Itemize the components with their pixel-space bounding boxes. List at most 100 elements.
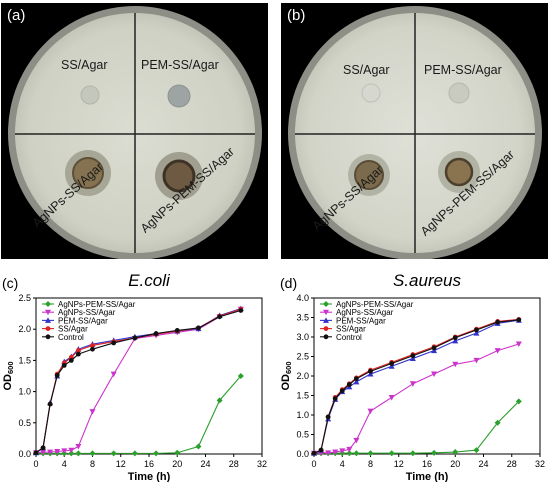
x-axis-label: Time (h) [406, 471, 449, 482]
data-point [388, 450, 395, 457]
data-point [174, 449, 181, 456]
data-point [40, 449, 47, 456]
petri-dish-image [288, 6, 542, 259]
data-point [238, 308, 244, 313]
disc-ss [361, 83, 381, 103]
growth-chart-saureus: (d) S.aureus 0 4 8 12 16 20 24 28 32 0.0 0.5 1.0 1.5 2.… [278, 268, 550, 482]
data-point [33, 450, 39, 456]
plate-label-pem-ss: PEM-SS/Agar [424, 63, 502, 77]
data-point [40, 445, 46, 451]
series-line [36, 375, 242, 454]
data-point [47, 449, 54, 456]
data-point [409, 381, 416, 387]
data-point [452, 335, 458, 341]
data-point [90, 343, 95, 348]
y-tick-label: 0.0 [296, 449, 309, 459]
legend-entry: PEM-SS/Agar [336, 316, 386, 325]
data-point [388, 363, 395, 369]
panel-label: (c) [2, 275, 18, 291]
legend-marker [323, 317, 329, 323]
petri-dish-photo-saureus: (b) SS/Agar PEM-SS/Agar AgNPs-SS/Agar Ag… [281, 3, 548, 259]
data-point [431, 449, 438, 456]
series-4 [33, 308, 244, 456]
data-point [353, 437, 360, 444]
data-point [346, 450, 353, 457]
y-tick-label: 1.0 [296, 410, 309, 420]
legend-marker [323, 309, 329, 316]
x-tick-label: 28 [507, 459, 517, 469]
x-tick-label: 32 [257, 459, 267, 469]
data-point [389, 361, 395, 366]
x-tick-label: 0 [311, 459, 316, 469]
data-point [367, 408, 374, 415]
data-point [68, 450, 75, 457]
y-tick-label: 0.0 [18, 449, 31, 459]
data-point [75, 351, 81, 357]
plate-label-ss: SS/Agar [343, 63, 390, 77]
legend-entry: SS/Agar [336, 325, 366, 334]
chart-svg: (c) E.coli 0 4 8 12 16 20 24 28 32 0.0 0.5 1.0 1.5 2.0 2… [2, 271, 267, 482]
data-point [131, 450, 138, 457]
legend-marker [45, 309, 51, 316]
data-point [318, 447, 324, 453]
data-point [409, 355, 416, 361]
data-point [474, 327, 479, 333]
x-tick-label: 12 [116, 459, 126, 469]
data-point [110, 450, 117, 457]
legend-marker [45, 334, 51, 340]
y-tick-label: 1.5 [18, 355, 31, 365]
data-point [473, 357, 480, 364]
x-tick-label: 16 [422, 459, 432, 469]
data-point [195, 443, 202, 450]
legend: AgNPs-PEM-SS/AgarAgNPs-SS/AgarPEM-SS/Aga… [320, 300, 414, 342]
x-tick-label: 4 [340, 459, 345, 469]
y-tick-label: 0.5 [18, 418, 31, 428]
data-point [132, 335, 138, 341]
data-point [494, 419, 501, 426]
disc-ss [80, 85, 100, 105]
disc-agnps-ss [72, 157, 104, 189]
data-point [196, 325, 201, 331]
data-point [431, 347, 438, 354]
x-tick-label: 8 [368, 459, 373, 469]
y-tick-label: 2.0 [18, 324, 31, 334]
data-point [494, 348, 501, 354]
data-point [68, 358, 74, 363]
panel-label-a: (a) [7, 7, 26, 24]
data-point [325, 450, 332, 456]
legend-marker [323, 326, 329, 331]
series-0 [311, 398, 522, 457]
data-point [54, 449, 61, 455]
data-point [339, 448, 346, 454]
data-point [325, 414, 331, 420]
x-tick-label: 4 [62, 459, 67, 469]
data-point [353, 376, 359, 382]
x-tick-label: 20 [450, 459, 460, 469]
legend-entry: AgNPs-PEM-SS/Agar [58, 300, 136, 309]
legend-entry: AgNPs-PEM-SS/Agar [336, 300, 414, 309]
series-0 [33, 373, 244, 457]
legend-entry: SS/Agar [58, 325, 88, 334]
chart-title: E.coli [128, 271, 171, 290]
y-tick-label: 3.0 [296, 332, 309, 342]
data-point [90, 346, 95, 352]
data-point [409, 450, 416, 457]
data-point [332, 396, 338, 402]
series-4 [311, 317, 522, 456]
data-point [368, 368, 373, 374]
x-tick-label: 28 [229, 459, 239, 469]
data-point [311, 450, 317, 456]
legend-marker [45, 301, 51, 307]
petri-dish-image [8, 6, 262, 259]
legend-entry: Control [58, 333, 84, 342]
disc-agnps-pem-ss [162, 159, 196, 193]
panel-label-b: (b) [287, 7, 306, 24]
legend-entry: PEM-SS/Agar [58, 316, 108, 325]
x-tick-label: 24 [200, 459, 210, 469]
y-tick-label: 1.5 [296, 391, 309, 401]
legend-entry: AgNPs-SS/Agar [336, 308, 394, 317]
data-point [75, 444, 82, 450]
disc-agnps-ss [354, 160, 384, 190]
panel-label: (d) [280, 275, 297, 291]
y-tick-label: 3.5 [296, 313, 309, 323]
